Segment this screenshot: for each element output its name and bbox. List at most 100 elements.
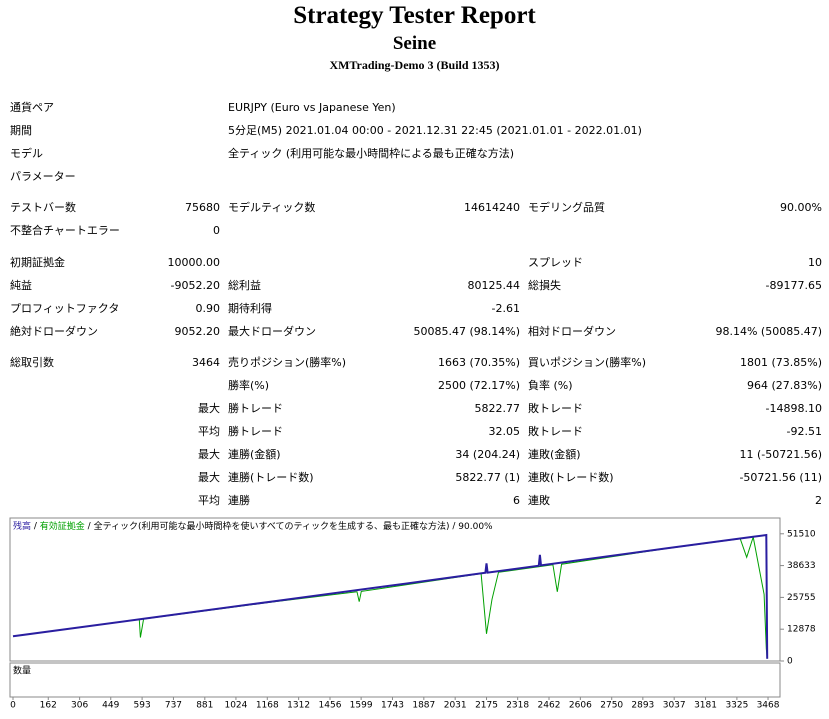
table-cell: 1801 (73.85%)	[739, 356, 822, 369]
y-tick-label: 38633	[787, 561, 816, 571]
volume-label: 数量	[13, 665, 31, 677]
table-cell: 平均	[198, 425, 220, 438]
table-cell: 純益	[10, 279, 32, 292]
table-cell: 絶対ドローダウン	[10, 325, 98, 338]
table-cell: パラメーター	[10, 170, 76, 183]
legend: 残高 / 有効証拠金 / 全ティック(利用可能な最小時間枠を使いすべてのティック…	[13, 520, 493, 532]
x-tick-label: 0	[10, 701, 16, 711]
x-tick-label: 162	[40, 701, 57, 711]
table-cell: 11 (-50721.56)	[739, 448, 822, 461]
x-tick-label: 2318	[506, 701, 529, 711]
table-cell: -2.61	[491, 302, 520, 315]
table-cell: モデルティック数	[228, 201, 316, 214]
table-cell: 総損失	[528, 279, 561, 292]
table-cell: 最大	[198, 402, 220, 415]
table-cell: 期待利得	[228, 302, 272, 315]
legend-item: 90.00%	[458, 522, 493, 532]
table-cell: 勝トレード	[228, 402, 283, 415]
table-cell: 2500 (72.17%)	[437, 379, 520, 392]
table-cell: 0.90	[195, 302, 221, 315]
legend-item: 残高	[13, 520, 31, 532]
x-tick-label: 1599	[350, 701, 373, 711]
table-cell: 80125.44	[467, 279, 521, 292]
table-cell: 14614240	[464, 201, 520, 214]
table-cell: 50085.47 (98.14%)	[413, 325, 520, 338]
table-cell: 連勝(トレード数)	[228, 471, 314, 484]
table-cell: モデリング品質	[528, 201, 605, 214]
table-cell: 連敗(トレード数)	[528, 471, 614, 484]
table-cell: 平均	[198, 494, 220, 507]
table-cell: 勝トレード	[228, 425, 283, 438]
table-cell: 34 (204.24)	[455, 448, 520, 461]
series-line	[12, 533, 769, 659]
table-cell: 全ティック (利用可能な最小時間枠による最も正確な方法)	[228, 147, 515, 160]
table-cell: 5分足(M5) 2021.01.04 00:00 - 2021.12.31 22…	[228, 124, 642, 137]
table-cell: 最大ドローダウン	[228, 325, 316, 338]
table-cell: -92.51	[786, 425, 822, 438]
y-tick-label: 0	[787, 657, 793, 667]
x-tick-label: 449	[102, 701, 119, 711]
table-cell: -89177.65	[765, 279, 822, 292]
table-cell: 6	[513, 494, 520, 507]
table-cell: 90.00%	[780, 201, 822, 214]
table-cell: 最大	[198, 448, 220, 461]
x-tick-label: 2606	[569, 701, 592, 711]
table-cell: 10	[808, 256, 822, 269]
x-tick-label: 2031	[444, 701, 467, 711]
table-cell: -14898.10	[765, 402, 822, 415]
table-cell: 連勝(金額)	[228, 448, 281, 461]
table-cell: 勝率(%)	[228, 379, 270, 392]
table-cell: 1663 (70.35%)	[437, 356, 520, 369]
x-tick-label: 1312	[287, 701, 310, 711]
x-tick-label: 3181	[694, 701, 717, 711]
table-cell: 964 (27.83%)	[746, 379, 822, 392]
x-tick-label: 3037	[663, 701, 686, 711]
table-cell: -9052.20	[170, 279, 220, 292]
x-tick-label: 737	[165, 701, 182, 711]
y-tick-label: 51510	[787, 529, 816, 539]
chart-pane	[9, 517, 781, 662]
x-tick-label: 593	[134, 701, 151, 711]
x-tick-label: 3325	[725, 701, 748, 711]
x-tick-label: 1887	[412, 701, 435, 711]
table-cell: 売りポジション(勝率%)	[228, 356, 347, 369]
table-cell: 敗トレード	[528, 425, 583, 438]
table-cell: 期間	[10, 124, 32, 137]
table-cell: 9052.20	[174, 325, 221, 338]
table-cell: 相対ドローダウン	[528, 325, 616, 338]
table-cell: 32.05	[488, 425, 521, 438]
table-cell: 連敗(金額)	[528, 448, 581, 461]
table-cell: 5822.77	[474, 402, 521, 415]
table-cell: 連勝	[228, 494, 250, 507]
x-tick-label: 2462	[538, 701, 561, 711]
table-cell: 5822.77 (1)	[455, 471, 520, 484]
table-cell: 0	[213, 224, 220, 237]
x-tick-label: 3468	[757, 701, 780, 711]
x-tick-label: 2893	[631, 701, 654, 711]
table-cell: 最大	[198, 471, 220, 484]
legend-item: 全ティック(利用可能な最小時間枠を使いすべてのティックを生成する、最も正確な方法…	[94, 520, 450, 532]
x-tick-label: 1743	[381, 701, 404, 711]
x-tick-label: 881	[196, 701, 213, 711]
table-cell: EURJPY (Euro vs Japanese Yen)	[228, 101, 396, 114]
report-server: XMTrading-Demo 3 (Build 1353)	[329, 58, 500, 72]
table-cell: 75680	[185, 201, 220, 214]
volume-pane	[9, 662, 781, 698]
table-cell: 98.14% (50085.47)	[715, 325, 822, 338]
table-cell: 3464	[192, 356, 220, 369]
table-cell: テストバー数	[10, 201, 76, 214]
table-cell: モデル	[10, 147, 43, 160]
x-tick-label: 1456	[319, 701, 342, 711]
table-cell: 総利益	[228, 279, 261, 292]
x-tick-label: 1024	[224, 701, 247, 711]
y-tick-label: 25755	[787, 593, 816, 603]
table-cell: 初期証拠金	[10, 256, 65, 269]
table-cell: 不整合チャートエラー	[10, 224, 120, 237]
x-tick-label: 306	[71, 701, 88, 711]
table-cell: 負率 (%)	[528, 379, 573, 392]
table-cell: 敗トレード	[528, 402, 583, 415]
legend-item: 有効証拠金	[40, 520, 85, 532]
table-cell: スプレッド	[528, 256, 583, 269]
